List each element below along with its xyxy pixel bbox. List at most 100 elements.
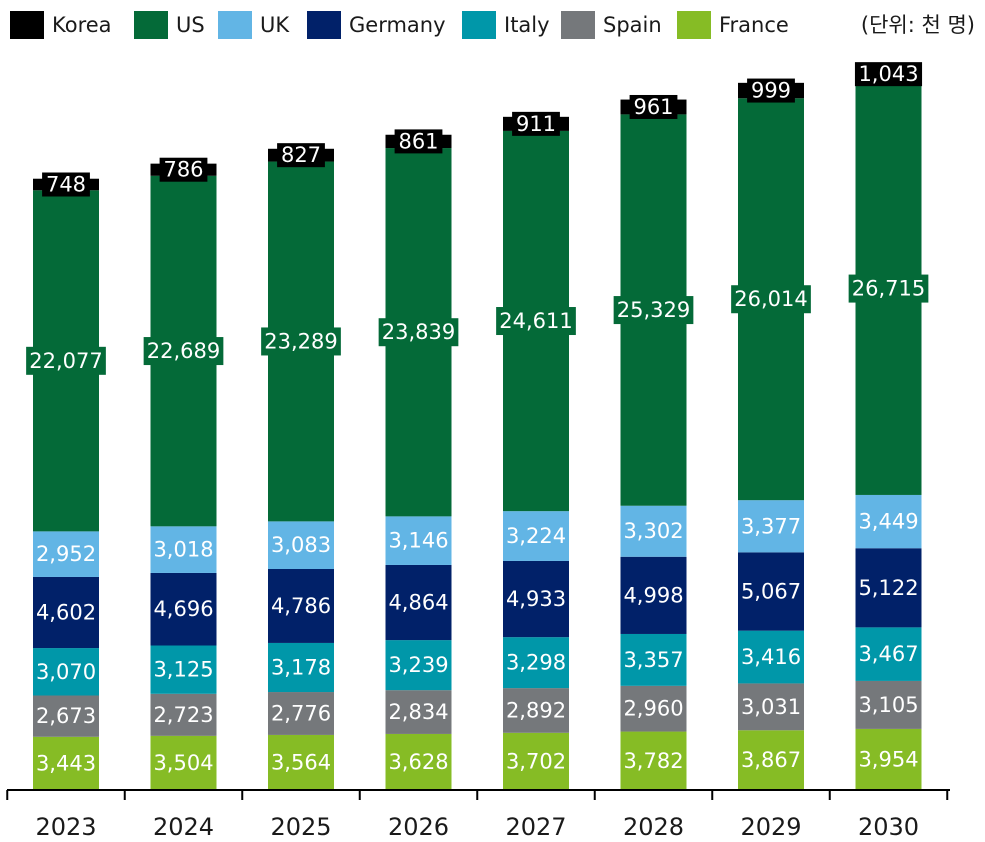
bar-segment-italy-2026 [385, 640, 452, 691]
data-label-germany-2026: 4,864 [388, 591, 448, 615]
data-label-bg-us-2028 [613, 296, 694, 325]
legend-item-spain: Spain [561, 11, 662, 39]
data-label-bg-korea-2024 [159, 157, 208, 182]
data-label-bg-us-2025 [261, 327, 341, 356]
bar-segment-uk-2029 [738, 500, 804, 553]
bar-segment-uk-2028 [620, 505, 687, 557]
data-label-korea-2023: 748 [46, 172, 86, 196]
bar-segment-germany-2028 [620, 556, 687, 634]
bar-segment-france-2026 [385, 733, 452, 790]
x-tick-label-2026: 2026 [388, 813, 449, 841]
bar-segment-spain-2029 [738, 683, 804, 731]
data-label-bg-us-2026 [378, 318, 459, 347]
data-label-uk-2023: 2,952 [36, 542, 96, 566]
bar-segment-uk-2027 [503, 511, 569, 561]
data-label-bg-korea-2030 [854, 62, 923, 87]
data-label-us-2030: 26,715 [852, 277, 925, 301]
bar-segment-germany-2029 [738, 552, 804, 631]
bar-segment-germany-2030 [855, 548, 922, 628]
data-label-italy-2024: 3,125 [153, 658, 213, 682]
data-label-us-2026: 23,839 [382, 320, 455, 344]
bar-segment-spain-2026 [385, 690, 452, 734]
legend-swatch-france [677, 11, 711, 39]
data-label-korea-2028: 961 [633, 95, 673, 119]
data-label-france-2026: 3,628 [388, 750, 448, 774]
legend-label-france: France [719, 13, 789, 37]
x-tick-label-2029: 2029 [740, 813, 801, 841]
x-tick-label-2025: 2025 [270, 813, 331, 841]
legend: Korea US UK Germany Italy Spain France (… [0, 0, 985, 50]
data-label-korea-2025: 827 [281, 143, 321, 167]
bar-segment-france-2030 [855, 728, 922, 790]
x-tick-label-2023: 2023 [35, 813, 96, 841]
bar-segment-spain-2030 [855, 680, 922, 729]
bar-segment-france-2023 [33, 736, 99, 790]
data-label-spain-2030: 3,105 [858, 693, 918, 717]
legend-label-spain: Spain [603, 13, 662, 37]
data-label-korea-2029: 999 [751, 79, 791, 103]
legend-item-italy: Italy [462, 11, 550, 39]
data-label-uk-2027: 3,224 [506, 524, 566, 548]
bar-segment-spain-2028 [620, 685, 687, 732]
bar-segment-uk-2025 [268, 521, 334, 570]
bar-segment-germany-2025 [268, 569, 334, 643]
data-label-korea-2027: 911 [516, 112, 556, 136]
legend-swatch-us [134, 11, 168, 39]
data-label-uk-2025: 3,083 [271, 533, 331, 557]
bar-segment-italy-2027 [503, 637, 569, 689]
legend-item-germany: Germany [307, 11, 446, 39]
data-label-spain-2025: 2,776 [271, 701, 331, 725]
bar-segment-italy-2028 [620, 633, 687, 686]
bar-segment-spain-2025 [268, 692, 334, 735]
legend-label-italy: Italy [504, 13, 550, 37]
legend-label-uk: UK [260, 13, 290, 37]
data-label-spain-2023: 2,673 [36, 704, 96, 728]
data-label-italy-2026: 3,239 [388, 653, 448, 677]
bar-segment-france-2024 [150, 735, 217, 790]
data-label-germany-2023: 4,602 [36, 601, 96, 625]
data-label-spain-2027: 2,892 [506, 698, 566, 722]
data-label-us-2027: 24,611 [499, 309, 572, 333]
bar-segment-uk-2023 [33, 531, 99, 577]
bar-segment-italy-2029 [738, 630, 804, 684]
data-label-uk-2024: 3,018 [153, 538, 213, 562]
bar-segment-uk-2024 [150, 526, 217, 573]
data-label-bg-us-2029 [731, 285, 811, 314]
data-label-germany-2027: 4,933 [506, 587, 566, 611]
data-label-us-2025: 23,289 [264, 329, 337, 353]
unit-note: (단위: 천 명) [860, 13, 975, 37]
bar-segment-italy-2023 [33, 648, 99, 696]
x-tick-label-2024: 2024 [153, 813, 214, 841]
bar-segment-germany-2023 [33, 576, 99, 649]
data-label-bg-us-2023 [26, 346, 106, 375]
data-label-spain-2026: 2,834 [388, 700, 448, 724]
data-label-germany-2024: 4,696 [153, 597, 213, 621]
legend-swatch-korea [10, 11, 44, 39]
data-label-italy-2025: 3,178 [271, 655, 331, 679]
data-label-france-2023: 3,443 [36, 751, 96, 775]
data-label-germany-2029: 5,067 [741, 580, 801, 604]
bar-segment-germany-2024 [150, 572, 217, 646]
data-label-uk-2030: 3,449 [858, 510, 918, 534]
bar-segment-italy-2030 [855, 627, 922, 681]
data-label-korea-2030: 1,043 [858, 62, 918, 86]
data-label-france-2028: 3,782 [623, 749, 683, 773]
data-label-spain-2029: 3,031 [741, 695, 801, 719]
bar-segment-spain-2023 [33, 695, 99, 737]
x-tick-label-2027: 2027 [505, 813, 566, 841]
bar-segment-uk-2026 [385, 516, 452, 565]
data-label-us-2028: 25,329 [617, 298, 690, 322]
legend-swatch-germany [307, 11, 341, 39]
bar-segment-spain-2024 [150, 693, 217, 736]
data-label-korea-2024: 786 [163, 158, 203, 182]
data-label-bg-korea-2029 [747, 78, 795, 103]
bar-segment-italy-2025 [268, 642, 334, 693]
bar-segment-france-2025 [268, 734, 334, 790]
x-tick-label-2028: 2028 [623, 813, 684, 841]
data-label-germany-2028: 4,998 [623, 583, 683, 607]
data-label-bg-korea-2023 [42, 172, 90, 197]
data-label-bg-us-2024 [143, 337, 224, 366]
legend-label-germany: Germany [349, 13, 446, 37]
data-label-bg-korea-2025 [277, 143, 325, 168]
data-label-bg-korea-2028 [629, 94, 678, 119]
